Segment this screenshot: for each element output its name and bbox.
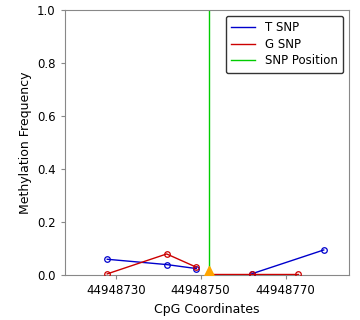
Legend: T SNP, G SNP, SNP Position: T SNP, G SNP, SNP Position [226,15,343,73]
Y-axis label: Methylation Frequency: Methylation Frequency [19,71,32,214]
X-axis label: CpG Coordinates: CpG Coordinates [154,303,260,316]
